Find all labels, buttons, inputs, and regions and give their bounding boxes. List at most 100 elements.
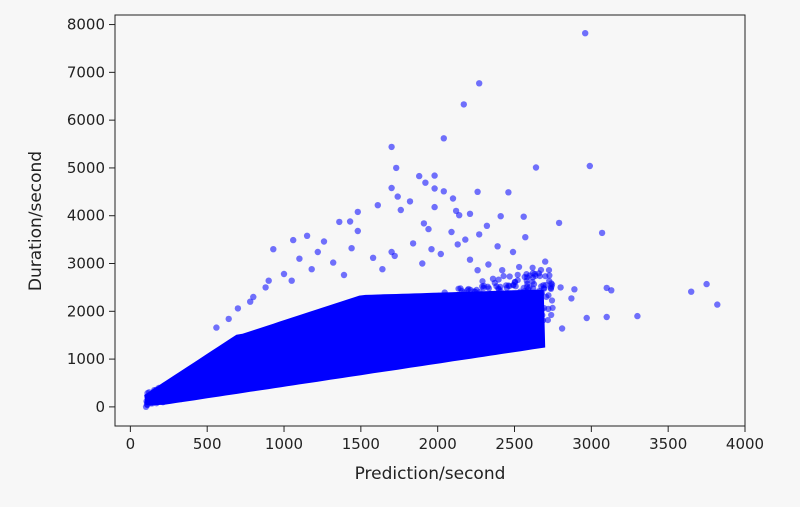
data-point	[330, 259, 337, 266]
fringe-point	[210, 376, 217, 383]
fringe-point	[177, 376, 184, 383]
data-point	[474, 188, 481, 195]
fringe-point	[442, 330, 449, 337]
fringe-point	[449, 305, 456, 313]
fringe-point	[487, 290, 494, 297]
data-point	[416, 172, 423, 180]
fringe-point	[184, 386, 191, 394]
fringe-point	[376, 351, 383, 358]
fringe-point	[226, 371, 233, 378]
fringe-point	[155, 384, 162, 391]
fringe-point	[480, 315, 487, 322]
scatter-points	[213, 30, 721, 334]
fringe-point	[495, 286, 503, 293]
data-point	[520, 293, 527, 301]
fringe-point	[385, 344, 392, 351]
fringe-point	[379, 326, 386, 333]
fringe-point	[219, 374, 226, 381]
fringe-point	[200, 387, 207, 394]
fringe-point	[434, 332, 441, 339]
fringe-point	[338, 321, 345, 329]
data-point	[336, 218, 343, 226]
data-point	[247, 298, 254, 305]
data-point	[456, 212, 463, 219]
data-point	[440, 188, 447, 195]
data-point	[262, 284, 269, 291]
fringe-point	[498, 321, 505, 328]
data-point	[466, 210, 474, 217]
data-point	[529, 269, 537, 277]
fringe-point	[508, 303, 515, 310]
fringe-point	[461, 295, 468, 302]
fringe-point	[362, 328, 369, 335]
data-point	[489, 275, 497, 282]
data-point	[265, 277, 272, 284]
fringe-point	[316, 343, 323, 350]
fringe-point	[426, 341, 433, 348]
data-point	[250, 293, 257, 301]
data-point	[308, 266, 315, 273]
fringe-point	[416, 316, 423, 323]
fringe-point	[449, 293, 457, 300]
fringe-point	[530, 281, 538, 288]
data-point	[532, 299, 540, 306]
fringe-point	[240, 369, 247, 376]
fringe-point	[348, 338, 356, 345]
fringe-point	[415, 326, 423, 334]
fringe-point	[291, 359, 298, 366]
fringe-point	[234, 378, 241, 385]
fringe-point	[267, 361, 274, 368]
fringe-point	[256, 374, 263, 381]
fringe-point	[407, 324, 414, 331]
fringe-point	[465, 311, 472, 318]
data-point	[437, 250, 444, 258]
data-point	[466, 256, 474, 263]
data-point	[474, 267, 481, 274]
x-tick-label: 500	[193, 435, 222, 453]
fringe-point	[453, 301, 460, 308]
fringe-point	[522, 313, 529, 320]
fringe-point	[276, 359, 283, 366]
fringe-point	[353, 344, 360, 351]
data-point	[603, 313, 610, 321]
data-point	[558, 325, 566, 332]
data-point	[270, 246, 277, 253]
data-point	[354, 208, 361, 216]
data-point	[288, 277, 295, 284]
fringe-point	[371, 347, 378, 354]
fringe-point	[283, 366, 290, 373]
fringe-point	[178, 388, 185, 395]
data-point	[535, 288, 543, 295]
fringe-point	[194, 384, 201, 391]
fringe-point	[493, 291, 500, 298]
fringe-point	[247, 359, 254, 366]
fringe-point	[529, 264, 536, 271]
data-point	[290, 236, 297, 244]
fringe-point	[186, 378, 193, 386]
y-tick-label: 2000	[67, 302, 105, 320]
fringe-point	[356, 338, 363, 345]
fringe-point	[428, 293, 435, 300]
fringe-point	[468, 301, 475, 308]
fringe-point	[165, 384, 172, 391]
data-point	[460, 101, 467, 108]
data-point	[505, 189, 512, 196]
fringe-point	[224, 382, 232, 389]
fringe-point	[310, 353, 317, 360]
fringe-point	[363, 338, 370, 346]
fringe-point	[317, 332, 324, 339]
fringe-point	[509, 319, 517, 326]
fringe-point	[491, 306, 498, 313]
fringe-point	[371, 320, 378, 328]
data-point	[522, 234, 529, 241]
data-point	[514, 319, 521, 326]
y-tick-label: 4000	[67, 207, 105, 225]
fringe-point	[441, 289, 448, 296]
data-point	[409, 240, 417, 247]
fringe-point	[479, 291, 486, 298]
fringe-point	[324, 347, 331, 354]
x-tick-label: 1000	[265, 435, 303, 453]
fringe-point	[492, 316, 499, 323]
x-axis-label: Prediction/second	[355, 464, 506, 484]
fringe-point	[281, 346, 288, 354]
